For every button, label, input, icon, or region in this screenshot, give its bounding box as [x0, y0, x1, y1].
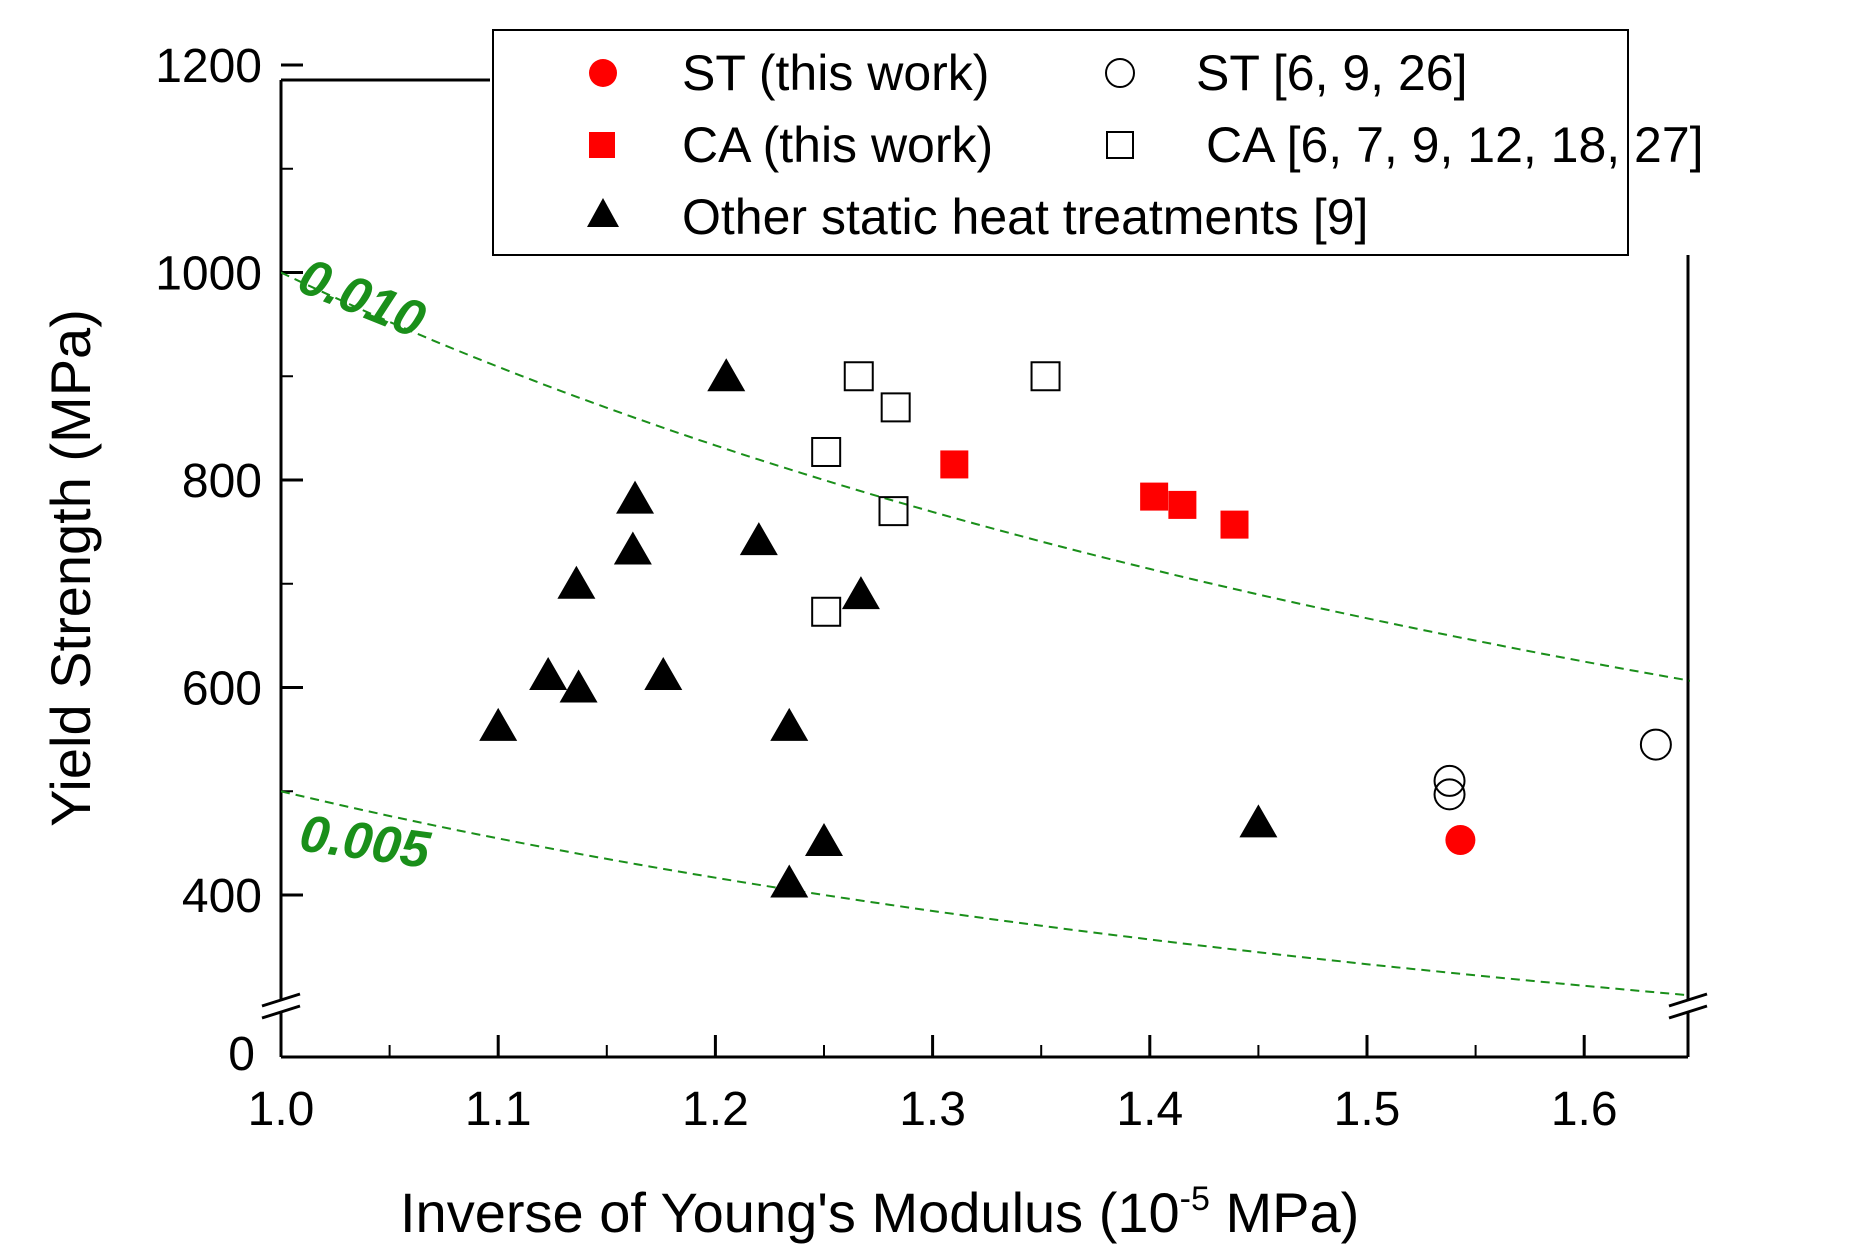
point-other-static-heat-treatments-9	[770, 707, 809, 741]
x-ticks: 1.0 1.1 1.2 1.3 1.4 1.5 1.6	[248, 1035, 1618, 1136]
point-ca-6-7-9-12-18-27	[880, 392, 911, 423]
point-other-static-heat-treatments-9	[841, 576, 880, 610]
y-axis-title: Yield Strength (MPa)	[39, 309, 102, 827]
x-tick-label: 1.5	[1334, 1083, 1401, 1136]
legend-marker-ca-refs	[1106, 131, 1134, 159]
y-tick-label: 600	[182, 663, 262, 716]
curve-0005	[281, 790, 1690, 997]
legend-marker-st-refs	[1105, 58, 1135, 88]
y-zero-tick-label: 0	[228, 1028, 255, 1081]
point-ca-this-work	[1168, 490, 1197, 519]
x-tick-label: 1.4	[1116, 1083, 1183, 1136]
legend-label-ca-refs: CA [6, 7, 9, 12, 18, 27]	[1206, 117, 1704, 173]
curve-label-0010: 0.010	[291, 247, 433, 350]
point-st-6-9-26	[1433, 764, 1466, 797]
point-other-static-heat-treatments-9	[613, 531, 652, 565]
legend-label-st-this-work: ST (this work)	[682, 45, 989, 101]
y-tick-label: 400	[182, 870, 262, 923]
point-ca-this-work	[940, 450, 969, 479]
data-points	[479, 358, 1672, 898]
y-tick-label: 800	[182, 455, 262, 508]
legend: ST (this work) ST [6, 9, 26] CA (this wo…	[492, 29, 1704, 256]
point-ca-6-7-9-12-18-27	[878, 496, 909, 527]
point-other-static-heat-treatments-9	[739, 522, 778, 556]
x-tick-label: 1.2	[682, 1083, 749, 1136]
point-other-static-heat-treatments-9	[805, 823, 843, 857]
point-other-static-heat-treatments-9	[616, 480, 655, 514]
point-other-static-heat-treatments-9	[479, 707, 518, 741]
point-other-static-heat-treatments-9	[529, 657, 568, 691]
point-ca-6-7-9-12-18-27	[843, 361, 874, 392]
point-other-static-heat-treatments-9	[707, 358, 746, 392]
point-other-static-heat-treatments-9	[770, 864, 809, 898]
point-st-this-work	[1445, 825, 1476, 856]
point-st-6-9-26	[1639, 728, 1672, 761]
curve-label-0005: 0.005	[296, 804, 434, 880]
legend-box	[492, 29, 1629, 256]
y-tick-label: 1000	[155, 248, 262, 301]
point-ca-this-work	[1140, 482, 1169, 511]
x-tick-label: 1.6	[1551, 1083, 1618, 1136]
point-ca-6-7-9-12-18-27	[811, 596, 842, 627]
legend-marker-ca-this-work	[589, 132, 615, 158]
x-tick-label: 1.0	[248, 1083, 315, 1136]
point-st-6-9-26	[1433, 778, 1466, 811]
legend-label-other-heat-treatments: Other static heat treatments [9]	[682, 189, 1368, 245]
curve-0010	[281, 271, 1690, 682]
y-break-mark-left-1	[261, 992, 301, 1008]
y-ticks: 400 600 800 1000 1200	[155, 40, 303, 923]
legend-label-ca-this-work: CA (this work)	[682, 117, 993, 173]
y-break-mark-right-2	[1668, 1004, 1708, 1020]
point-ca-6-7-9-12-18-27	[811, 436, 842, 467]
x-tick-label: 1.1	[465, 1083, 532, 1136]
y-break-mark-right-1	[1668, 992, 1708, 1008]
point-other-static-heat-treatments-9	[644, 657, 683, 691]
point-ca-6-7-9-12-18-27	[1030, 361, 1061, 392]
y-tick-label: 1200	[155, 40, 262, 93]
x-axis-title: Inverse of Young's Modulus (10-5 MPa)	[400, 1180, 1359, 1244]
point-ca-this-work	[1220, 510, 1249, 539]
legend-label-st-refs: ST [6, 9, 26]	[1196, 45, 1467, 101]
point-other-static-heat-treatments-9	[559, 669, 598, 703]
plot-frame	[261, 78, 1708, 1059]
curves	[281, 271, 1690, 997]
point-other-static-heat-treatments-9	[1239, 804, 1278, 838]
legend-marker-other-heat-treatments	[587, 198, 619, 227]
y-break-mark-left-2	[261, 1004, 301, 1020]
x-tick-label: 1.3	[899, 1083, 966, 1136]
legend-marker-st-this-work	[589, 59, 617, 87]
point-other-static-heat-treatments-9	[557, 565, 596, 599]
